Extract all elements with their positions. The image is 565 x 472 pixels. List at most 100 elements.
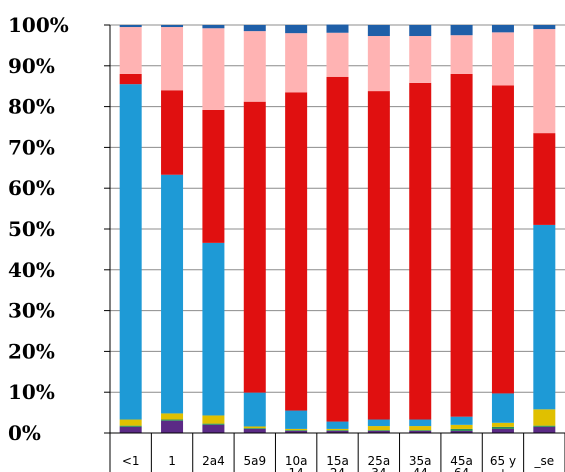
bar-segment (367, 25, 390, 37)
bar-segment (285, 428, 308, 431)
bar-segment (533, 25, 556, 30)
x-tick-label: 44 (413, 466, 428, 472)
bar-segment (533, 133, 556, 225)
bar-segment (285, 33, 308, 93)
bar-segment (119, 25, 142, 28)
bar-segment (285, 410, 308, 429)
x-tick-label: 65 y (490, 454, 516, 468)
y-tick-label: 100% (8, 13, 69, 37)
bar-segment (161, 419, 184, 421)
y-tick-label: 10% (8, 380, 55, 404)
bar-segment (243, 428, 266, 429)
bar-segment (533, 425, 556, 427)
x-tick-label: 45a (450, 454, 473, 468)
bar-segment (161, 413, 184, 420)
bar-segment (161, 420, 184, 433)
bar-segment (202, 423, 225, 425)
bar-segment (409, 25, 432, 37)
bar-segment (491, 428, 514, 433)
bar-segment (367, 36, 390, 92)
bar-segment (119, 73, 142, 85)
bar-segment (409, 430, 432, 431)
bar-segment (409, 430, 432, 433)
axes (104, 24, 565, 472)
bar-segment (243, 426, 266, 429)
bar-segment (243, 31, 266, 102)
bar-segment (367, 430, 390, 431)
bar-segment (409, 36, 432, 83)
bar-segment (367, 426, 390, 431)
bars (119, 24, 556, 433)
bar-segment (202, 424, 225, 433)
bar-segment (202, 415, 225, 424)
bar-segment (450, 35, 473, 74)
bar-segment (450, 428, 473, 431)
bar-segment (161, 27, 184, 91)
bar-segment (326, 24, 349, 33)
bar-segment (119, 84, 142, 420)
bar-segment (491, 25, 514, 33)
bar-segment (533, 29, 556, 134)
y-tick-label: 20% (8, 339, 55, 363)
bar-segment (243, 25, 266, 32)
x-tick-label: + (498, 466, 508, 472)
y-tick-label: 80% (8, 95, 55, 119)
x-tick-label: 14 (288, 466, 303, 472)
y-tick-label: 0% (8, 421, 41, 445)
bar-segment (491, 422, 514, 427)
bar-segment (450, 416, 473, 425)
bar-segment (326, 421, 349, 429)
bar-segment (491, 32, 514, 86)
bar-segment (367, 91, 390, 420)
y-tick-label: 90% (8, 54, 55, 78)
y-tick-label: 70% (8, 135, 55, 159)
bar-segment (202, 25, 225, 29)
x-tick-label: 15a (326, 454, 349, 468)
bar-segment (202, 109, 225, 243)
bar-segment (491, 393, 514, 423)
bar-segment (326, 430, 349, 431)
bar-segment (119, 419, 142, 426)
bar-segment (326, 76, 349, 422)
bar-segment (243, 392, 266, 427)
bar-segment (326, 428, 349, 431)
bar-segment (161, 90, 184, 175)
x-tick-label: 35a (409, 454, 432, 468)
bar-segment (119, 426, 142, 433)
bar-segment (450, 25, 473, 36)
bar-segment (450, 424, 473, 429)
bar-segment (326, 32, 349, 77)
x-tick-label: 24 (330, 466, 345, 472)
y-tick-label: 50% (8, 217, 55, 241)
x-tick-label: 1 (168, 454, 176, 468)
x-tick-label: 34 (371, 466, 386, 472)
bar-segment (367, 419, 390, 427)
x-tick-label: 2a4 (202, 454, 225, 468)
bar-segment (533, 409, 556, 426)
bar-segment (409, 82, 432, 420)
bar-segment (409, 426, 432, 431)
x-tick-label: 10a (285, 454, 308, 468)
bar-segment (285, 25, 308, 34)
bar-segment (161, 25, 184, 28)
bar-segment (533, 224, 556, 410)
bar-segment (119, 27, 142, 74)
x-tick-label: 25a (368, 454, 391, 468)
bar-segment (367, 430, 390, 433)
y-tick-label: 30% (8, 299, 55, 323)
bar-segment (285, 430, 308, 433)
x-tick-label: <1 (122, 454, 140, 468)
bar-segment (533, 426, 556, 433)
x-tick-label: 64 (454, 466, 469, 472)
bar-segment (285, 92, 308, 411)
bar-segment (491, 426, 514, 429)
bar-segment (491, 85, 514, 394)
bar-segment (450, 73, 473, 417)
bar-segment (202, 242, 225, 416)
x-tick-label: _se (533, 454, 554, 468)
bar-segment (409, 419, 432, 427)
x-tick-label: 5a9 (243, 454, 266, 468)
y-tick-labels: 0% 10% 20% 30% 40% 50% 60% 70% 80% 90% 100% (8, 13, 69, 445)
